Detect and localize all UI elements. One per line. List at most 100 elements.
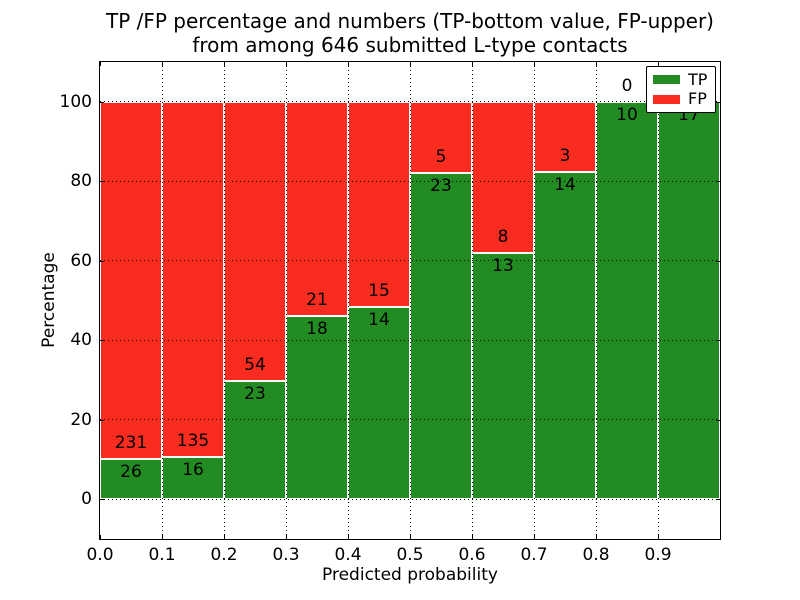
bar-value-label-tp: 26 bbox=[120, 462, 142, 483]
y-tick-label: 60 bbox=[70, 250, 92, 271]
gridline-vertical bbox=[161, 62, 163, 539]
gridline-vertical bbox=[409, 62, 411, 539]
fp-color-swatch bbox=[653, 94, 680, 104]
x-tick-mark-top bbox=[658, 62, 659, 66]
x-tick-label: 0.2 bbox=[210, 545, 238, 565]
gridline-vertical bbox=[595, 62, 597, 539]
x-tick-mark-top bbox=[534, 62, 535, 66]
bar-value-label-tp: 14 bbox=[368, 310, 390, 331]
bar-value-label-tp: 18 bbox=[306, 318, 328, 339]
x-tick-label: 0.4 bbox=[334, 545, 362, 565]
bar-fp-segment bbox=[534, 101, 596, 172]
bar-value-label-tp: 14 bbox=[554, 174, 576, 195]
y-tick-label: 20 bbox=[70, 409, 92, 430]
bar-fp-segment bbox=[472, 101, 534, 254]
gridline-vertical bbox=[471, 62, 473, 539]
y-tick-mark-left bbox=[100, 181, 104, 183]
chart-title-line2: from among 646 submitted L-type contacts bbox=[192, 33, 628, 57]
x-tick-label: 0.9 bbox=[644, 545, 672, 565]
chart-title: TP /FP percentage and numbers (TP-bottom… bbox=[100, 9, 720, 57]
y-tick-label: 100 bbox=[59, 91, 92, 112]
bar-fp-segment bbox=[286, 101, 348, 316]
bar-tp-segment bbox=[224, 380, 286, 500]
bar-value-label-tp: 13 bbox=[492, 256, 514, 277]
x-tick-mark-top bbox=[224, 62, 225, 66]
y-tick-label: 80 bbox=[70, 171, 92, 192]
bar-value-label-fp: 231 bbox=[114, 433, 148, 454]
bar-fp-segment bbox=[348, 101, 410, 308]
bar-tp-segment bbox=[534, 171, 596, 500]
y-tick-mark-left bbox=[100, 101, 104, 103]
tp-color-swatch bbox=[653, 75, 680, 85]
x-tick-mark-bottom bbox=[348, 535, 349, 539]
x-tick-label: 0.5 bbox=[396, 545, 424, 565]
legend-label-tp: TP bbox=[688, 69, 708, 89]
bar-value-label-tp: 23 bbox=[430, 175, 452, 196]
bar-value-label-fp: 5 bbox=[435, 146, 447, 167]
y-tick-mark-right bbox=[716, 499, 720, 501]
bar-value-label-tp: 16 bbox=[182, 460, 204, 481]
bar-value-label-tp: 10 bbox=[616, 104, 638, 125]
x-tick-mark-top bbox=[162, 62, 163, 66]
gridline-vertical bbox=[533, 62, 535, 539]
x-tick-mark-top bbox=[472, 62, 473, 66]
y-tick-mark-left bbox=[100, 340, 104, 342]
bar-fp-segment bbox=[410, 101, 472, 173]
bar-tp-segment bbox=[286, 315, 348, 500]
bar-fp-segment bbox=[224, 101, 286, 381]
bar-tp-segment bbox=[348, 307, 410, 500]
y-tick-mark-right bbox=[716, 419, 720, 421]
x-tick-mark-top bbox=[100, 62, 101, 66]
bar-fp-segment bbox=[162, 101, 224, 458]
x-tick-mark-bottom bbox=[224, 535, 225, 539]
x-tick-label: 0.0 bbox=[86, 545, 114, 565]
bar-value-label-fp: 15 bbox=[368, 281, 390, 302]
bar-value-label-fp: 3 bbox=[559, 145, 571, 166]
x-tick-mark-bottom bbox=[534, 535, 535, 539]
bar-tp-segment bbox=[596, 101, 658, 500]
x-tick-label: 0.6 bbox=[458, 545, 486, 565]
x-tick-mark-top bbox=[596, 62, 597, 66]
bar-tp-segment bbox=[410, 172, 472, 500]
gridline-vertical bbox=[285, 62, 287, 539]
x-tick-mark-bottom bbox=[286, 535, 287, 539]
x-tick-label: 0.8 bbox=[582, 545, 610, 565]
legend-item-tp: TP bbox=[653, 69, 709, 89]
bar-value-label-fp: 135 bbox=[176, 431, 210, 452]
legend-label-fp: FP bbox=[688, 89, 707, 109]
bar-value-label-fp: 0 bbox=[621, 75, 633, 96]
y-tick-label: 40 bbox=[70, 330, 92, 351]
x-tick-mark-bottom bbox=[472, 535, 473, 539]
bar-tp-segment bbox=[472, 253, 534, 500]
gridline-vertical bbox=[657, 62, 659, 539]
x-tick-label: 0.7 bbox=[520, 545, 548, 565]
x-tick-mark-top bbox=[410, 62, 411, 66]
x-tick-mark-bottom bbox=[658, 535, 659, 539]
gridline-vertical bbox=[347, 62, 349, 539]
y-tick-mark-left bbox=[100, 419, 104, 421]
legend: TP FP bbox=[646, 66, 716, 113]
bar-value-label-fp: 8 bbox=[497, 227, 509, 248]
y-tick-mark-right bbox=[716, 260, 720, 262]
y-tick-mark-right bbox=[716, 181, 720, 183]
x-tick-label: 0.3 bbox=[272, 545, 300, 565]
bar-value-label-fp: 21 bbox=[306, 289, 328, 310]
bar-tp-segment bbox=[100, 459, 162, 500]
x-tick-mark-bottom bbox=[162, 535, 163, 539]
x-axis-label: Predicted probability bbox=[322, 565, 498, 585]
y-tick-mark-left bbox=[100, 260, 104, 262]
y-tick-mark-right bbox=[716, 101, 720, 103]
x-tick-mark-top bbox=[348, 62, 349, 66]
chart-title-line1: TP /FP percentage and numbers (TP-bottom… bbox=[106, 9, 714, 33]
legend-item-fp: FP bbox=[653, 91, 709, 107]
bar-tp-segment bbox=[658, 101, 720, 500]
bar-value-label-fp: 54 bbox=[244, 354, 266, 375]
bar-value-label-tp: 23 bbox=[244, 383, 266, 404]
plot-area: 2312613516542321181514523813314010017 bbox=[99, 61, 721, 540]
y-tick-mark-right bbox=[716, 340, 720, 342]
x-tick-mark-bottom bbox=[596, 535, 597, 539]
y-tick-mark-left bbox=[100, 499, 104, 501]
x-tick-mark-top bbox=[286, 62, 287, 66]
y-tick-label: 0 bbox=[81, 489, 92, 510]
